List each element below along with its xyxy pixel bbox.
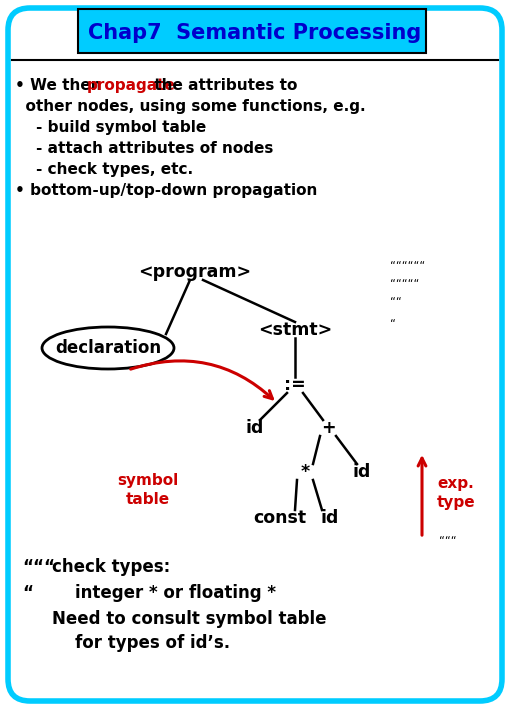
Text: “““: “““ [22,558,55,576]
Text: “: “ [22,584,33,602]
Text: • bottom-up/top-down propagation: • bottom-up/top-down propagation [15,183,317,198]
Ellipse shape [42,327,174,369]
Text: • We then: • We then [15,78,107,93]
Text: symbol
table: symbol table [117,473,178,507]
FancyArrowPatch shape [417,458,425,535]
Text: for types of id’s.: for types of id’s. [52,634,230,652]
Text: id: id [245,419,264,437]
Text: ““: ““ [389,296,401,306]
Text: Need to consult symbol table: Need to consult symbol table [52,610,326,628]
Text: id: id [352,463,371,481]
Text: “: “ [389,318,395,328]
FancyBboxPatch shape [78,9,425,53]
Text: const: const [253,509,306,527]
FancyArrowPatch shape [130,361,272,398]
Text: - build symbol table: - build symbol table [15,120,206,135]
FancyBboxPatch shape [8,8,501,701]
Text: - check types, etc.: - check types, etc. [15,162,193,177]
Text: - attach attributes of nodes: - attach attributes of nodes [15,141,273,156]
Text: <program>: <program> [138,263,251,281]
Text: :=: := [284,376,305,394]
Text: ““““““: ““““““ [389,260,425,270]
Text: propagate: propagate [87,78,176,93]
Text: *: * [300,463,309,481]
Text: Chap7  Semantic Processing: Chap7 Semantic Processing [88,23,421,43]
Text: +: + [320,419,334,437]
Text: “““““: “““““ [389,278,418,288]
Text: check types:: check types: [52,558,170,576]
Text: id: id [320,509,338,527]
Text: exp.
type: exp. type [436,476,474,510]
Text: “““: “““ [438,535,456,545]
Text: other nodes, using some functions, e.g.: other nodes, using some functions, e.g. [15,99,365,114]
Text: <stmt>: <stmt> [258,321,331,339]
Text: integer * or floating *: integer * or floating * [52,584,275,602]
Text: declaration: declaration [55,339,161,357]
Text: the attributes to: the attributes to [149,78,297,93]
